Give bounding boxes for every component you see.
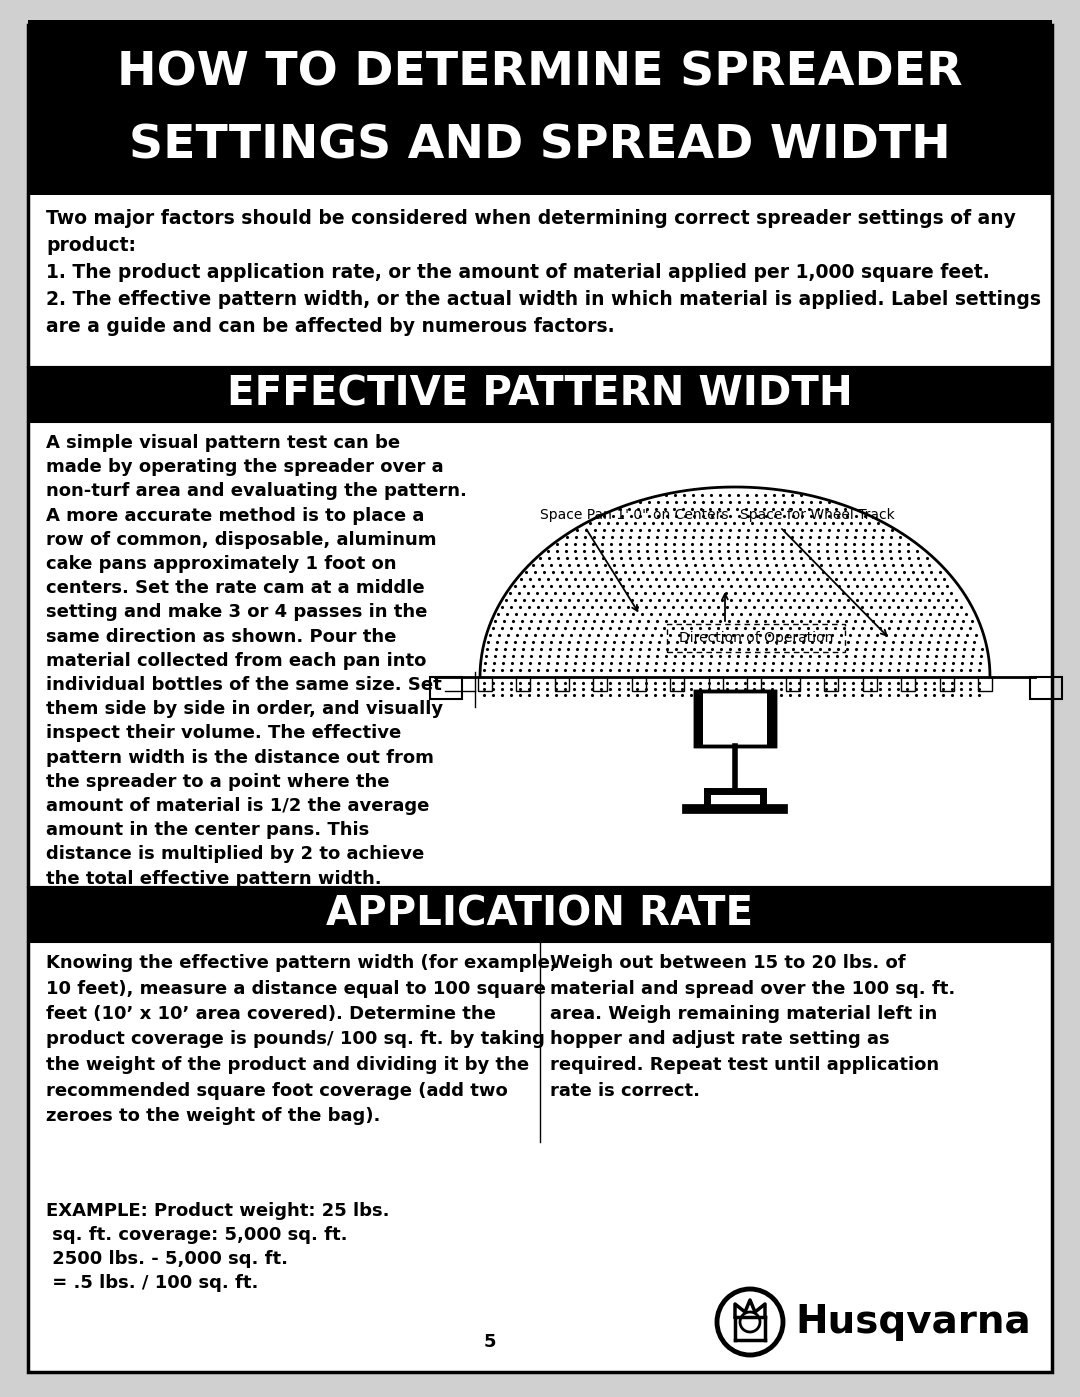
Text: material and spread over the 100 sq. ft.: material and spread over the 100 sq. ft. bbox=[550, 979, 955, 997]
Bar bbox=[671, 678, 685, 692]
Bar bbox=[767, 692, 775, 746]
Text: the spreader to a point where the: the spreader to a point where the bbox=[46, 773, 390, 791]
Text: HOW TO DETERMINE SPREADER: HOW TO DETERMINE SPREADER bbox=[118, 50, 962, 95]
Circle shape bbox=[717, 1289, 783, 1355]
Bar bbox=[785, 678, 799, 692]
Text: feet (10’ x 10’ area covered). Determine the: feet (10’ x 10’ area covered). Determine… bbox=[46, 1004, 496, 1023]
Text: EXAMPLE: Product weight: 25 lbs.: EXAMPLE: Product weight: 25 lbs. bbox=[46, 1201, 390, 1220]
Bar bbox=[863, 678, 877, 692]
Text: individual bottles of the same size. Set: individual bottles of the same size. Set bbox=[46, 676, 442, 694]
Text: Space Pan 1' 0" on Centers: Space Pan 1' 0" on Centers bbox=[540, 509, 729, 522]
Text: SETTINGS AND SPREAD WIDTH: SETTINGS AND SPREAD WIDTH bbox=[130, 123, 950, 169]
Bar bbox=[940, 678, 954, 692]
Bar bbox=[593, 678, 607, 692]
Text: non-turf area and evaluating the pattern.: non-turf area and evaluating the pattern… bbox=[46, 482, 467, 500]
Bar bbox=[824, 678, 838, 692]
Text: hopper and adjust rate setting as: hopper and adjust rate setting as bbox=[550, 1031, 890, 1049]
Bar bbox=[901, 678, 915, 692]
Bar bbox=[696, 692, 775, 746]
Bar bbox=[28, 887, 1052, 942]
Text: amount of material is 1/2 the average: amount of material is 1/2 the average bbox=[46, 798, 430, 814]
Text: 2500 lbs. - 5,000 sq. ft.: 2500 lbs. - 5,000 sq. ft. bbox=[46, 1250, 288, 1268]
Text: 1. The product application rate, or the amount of material applied per 1,000 squ: 1. The product application rate, or the … bbox=[46, 263, 989, 282]
Text: Weigh out between 15 to 20 lbs. of: Weigh out between 15 to 20 lbs. of bbox=[550, 954, 906, 972]
Text: Knowing the effective pattern width (for example,: Knowing the effective pattern width (for… bbox=[46, 954, 557, 972]
Bar bbox=[632, 678, 646, 692]
Text: Direction of Operation: Direction of Operation bbox=[679, 631, 833, 645]
Text: the total effective pattern width.: the total effective pattern width. bbox=[46, 869, 381, 887]
Bar bbox=[667, 624, 845, 652]
Text: material collected from each pan into: material collected from each pan into bbox=[46, 652, 427, 669]
Bar bbox=[696, 692, 703, 746]
Text: rate is correct.: rate is correct. bbox=[550, 1081, 700, 1099]
Text: = .5 lbs. / 100 sq. ft.: = .5 lbs. / 100 sq. ft. bbox=[46, 1274, 258, 1292]
Text: required. Repeat test until application: required. Repeat test until application bbox=[550, 1056, 940, 1074]
Text: the weight of the product and dividing it by the: the weight of the product and dividing i… bbox=[46, 1056, 529, 1074]
Bar bbox=[696, 692, 775, 746]
Text: are a guide and can be affected by numerous factors.: are a guide and can be affected by numer… bbox=[46, 317, 615, 337]
Text: distance is multiplied by 2 to achieve: distance is multiplied by 2 to achieve bbox=[46, 845, 424, 863]
Text: inspect their volume. The effective: inspect their volume. The effective bbox=[46, 725, 402, 742]
Bar bbox=[978, 678, 993, 692]
Text: product coverage is pounds/ 100 sq. ft. by taking: product coverage is pounds/ 100 sq. ft. … bbox=[46, 1031, 545, 1049]
Text: APPLICATION RATE: APPLICATION RATE bbox=[326, 894, 754, 935]
Text: pattern width is the distance out from: pattern width is the distance out from bbox=[46, 749, 434, 767]
Bar bbox=[430, 678, 462, 698]
Text: product:: product: bbox=[46, 236, 136, 256]
Text: same direction as shown. Pour the: same direction as shown. Pour the bbox=[46, 627, 396, 645]
Bar bbox=[516, 678, 530, 692]
Text: centers. Set the rate cam at a middle: centers. Set the rate cam at a middle bbox=[46, 580, 424, 597]
Text: them side by side in order, and visually: them side by side in order, and visually bbox=[46, 700, 443, 718]
Text: row of common, disposable, aluminum: row of common, disposable, aluminum bbox=[46, 531, 436, 549]
Bar bbox=[708, 678, 723, 692]
Text: recommended square foot coverage (add two: recommended square foot coverage (add tw… bbox=[46, 1081, 508, 1099]
Text: setting and make 3 or 4 passes in the: setting and make 3 or 4 passes in the bbox=[46, 604, 428, 622]
Text: Space for Wheel Track: Space for Wheel Track bbox=[740, 509, 894, 522]
Bar bbox=[28, 367, 1052, 422]
Bar bbox=[28, 20, 1052, 196]
Text: zeroes to the weight of the bag).: zeroes to the weight of the bag). bbox=[46, 1106, 380, 1125]
Text: made by operating the spreader over a: made by operating the spreader over a bbox=[46, 458, 444, 476]
Bar bbox=[555, 678, 569, 692]
Bar bbox=[478, 678, 492, 692]
Bar bbox=[1030, 678, 1062, 698]
Text: EFFECTIVE PATTERN WIDTH: EFFECTIVE PATTERN WIDTH bbox=[227, 374, 853, 415]
Bar bbox=[747, 678, 761, 692]
Text: A simple visual pattern test can be: A simple visual pattern test can be bbox=[46, 434, 400, 453]
Text: Husqvarna: Husqvarna bbox=[795, 1303, 1030, 1341]
Text: Two major factors should be considered when determining correct spreader setting: Two major factors should be considered w… bbox=[46, 210, 1016, 228]
Text: amount in the center pans. This: amount in the center pans. This bbox=[46, 821, 369, 840]
Text: sq. ft. coverage: 5,000 sq. ft.: sq. ft. coverage: 5,000 sq. ft. bbox=[46, 1227, 348, 1243]
Text: 5: 5 bbox=[484, 1333, 496, 1351]
Circle shape bbox=[740, 1312, 760, 1331]
Text: 10 feet), measure a distance equal to 100 square: 10 feet), measure a distance equal to 10… bbox=[46, 979, 545, 997]
Text: 2. The effective pattern width, or the actual width in which material is applied: 2. The effective pattern width, or the a… bbox=[46, 291, 1041, 309]
Text: cake pans approximately 1 foot on: cake pans approximately 1 foot on bbox=[46, 555, 396, 573]
Text: A more accurate method is to place a: A more accurate method is to place a bbox=[46, 507, 424, 525]
Text: area. Weigh remaining material left in: area. Weigh remaining material left in bbox=[550, 1004, 937, 1023]
